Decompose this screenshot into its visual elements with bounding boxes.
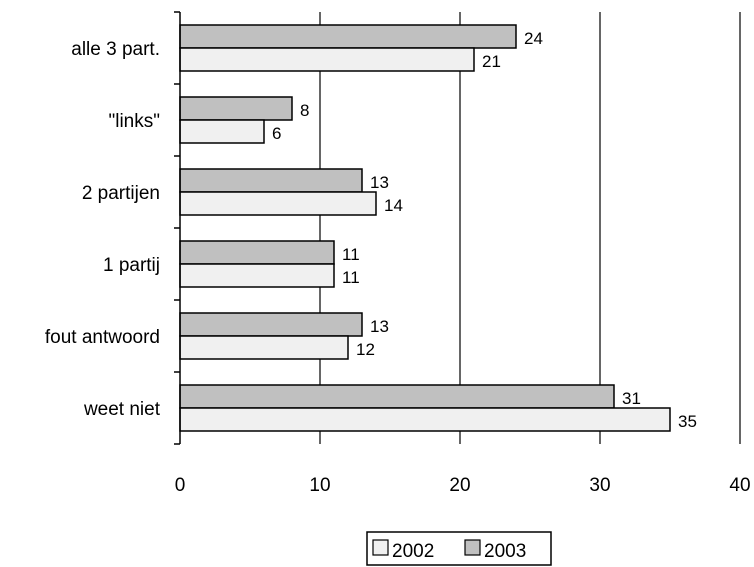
axes xyxy=(174,11,181,445)
legend-label: 2002 xyxy=(392,541,434,562)
legend-box xyxy=(366,531,552,566)
bar-2003 xyxy=(179,168,363,193)
category-label: alle 3 part. xyxy=(71,39,160,60)
x-tick-label: 0 xyxy=(175,475,186,496)
data-label: 8 xyxy=(300,101,309,120)
bar-2002 xyxy=(179,119,265,144)
data-label: 14 xyxy=(384,196,403,215)
legend-swatch xyxy=(464,539,481,556)
legend: 2002 2003 xyxy=(366,531,552,566)
category-label: "links" xyxy=(109,111,161,132)
category-label: 1 partij xyxy=(103,255,160,276)
bar-2003 xyxy=(179,24,517,49)
category-label: fout antwoord xyxy=(45,327,160,348)
data-label: 31 xyxy=(622,389,641,408)
data-label: 11 xyxy=(342,245,360,264)
category-labels: alle 3 part. "links" 2 partijen 1 partij fou… xyxy=(45,39,161,420)
data-label: 11 xyxy=(342,268,360,287)
x-tick-label: 40 xyxy=(729,475,750,496)
data-label: 21 xyxy=(482,52,501,71)
x-tick-label: 30 xyxy=(589,475,610,496)
bar-2002 xyxy=(179,47,475,72)
x-tick-label: 10 xyxy=(309,475,330,496)
data-labels: 24 21 86 13 14 11 11 13 12 31 35 xyxy=(272,29,697,431)
tick-labels: 0 10 20 30 40 xyxy=(175,475,751,496)
bar-2002 xyxy=(179,263,335,288)
data-label: 24 xyxy=(524,29,543,48)
bars xyxy=(179,24,671,432)
bar-2003 xyxy=(179,240,335,265)
bar-2003 xyxy=(179,96,293,121)
bar-2003 xyxy=(179,312,363,337)
legend-label: 2003 xyxy=(484,541,526,562)
legend-swatch xyxy=(372,539,389,556)
bar-2002 xyxy=(179,335,349,360)
bar-2002 xyxy=(179,191,377,216)
gridlines xyxy=(319,12,741,444)
data-label: 13 xyxy=(370,173,389,192)
data-label: 35 xyxy=(678,412,697,431)
bar-2003 xyxy=(179,384,615,409)
x-tick-label: 20 xyxy=(449,475,470,496)
category-label: 2 partijen xyxy=(82,183,160,204)
bar-2002 xyxy=(179,407,671,432)
data-label: 13 xyxy=(370,317,389,336)
data-label: 6 xyxy=(272,124,281,143)
data-label: 12 xyxy=(356,340,375,359)
category-label: weet niet xyxy=(83,399,161,420)
